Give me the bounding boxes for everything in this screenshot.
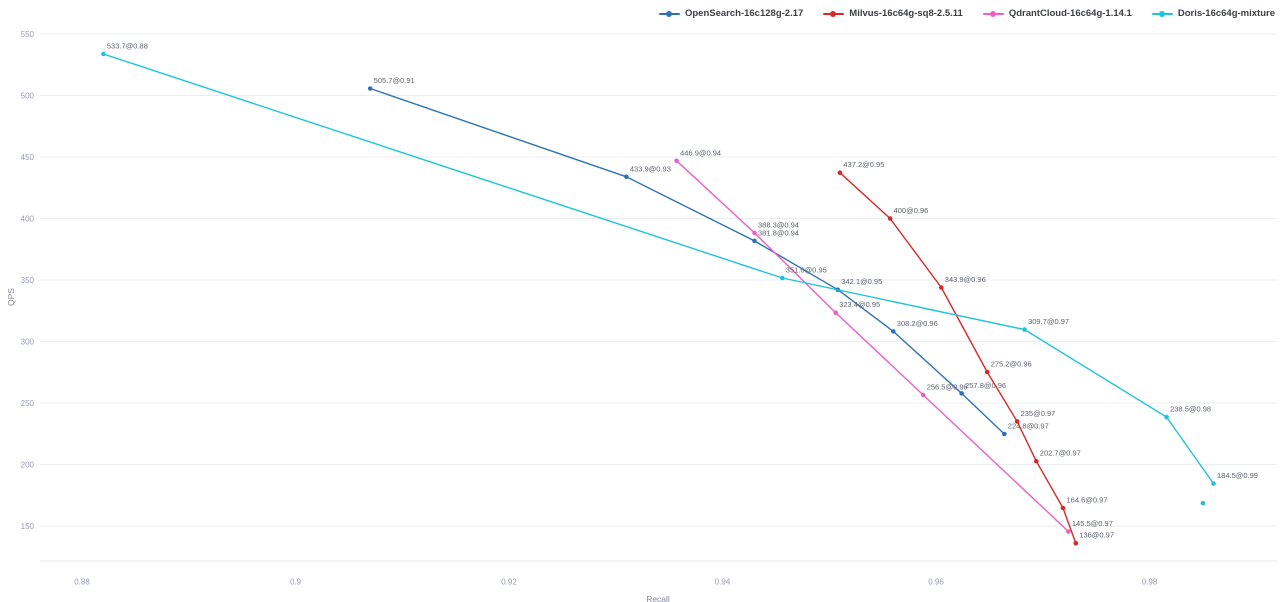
data-point[interactable] xyxy=(1066,529,1071,534)
point-label: 308.2@0.96 xyxy=(897,319,938,328)
x-tick-label: 0.88 xyxy=(74,578,90,587)
point-label: 184.5@0.99 xyxy=(1217,471,1258,480)
point-label: 235@0.97 xyxy=(1021,409,1056,418)
data-point[interactable] xyxy=(101,51,106,57)
data-point-unlabeled[interactable] xyxy=(1200,500,1206,506)
point-label: 136@0.97 xyxy=(1079,531,1114,540)
legend-label: QdrantCloud-16c64g-1.14.1 xyxy=(1008,8,1132,19)
point-label: 381.8@0.94 xyxy=(758,228,799,237)
legend-label: Doris-16c64g-mixture xyxy=(1177,8,1275,19)
y-tick-label: 350 xyxy=(21,276,35,285)
data-point[interactable] xyxy=(1034,458,1039,464)
point-label: 309.7@0.97 xyxy=(1028,317,1069,326)
point-label: 533.7@0.88 xyxy=(107,42,148,51)
point-label: 446.9@0.94 xyxy=(680,148,721,157)
series-line xyxy=(102,53,1215,485)
y-tick-label: 500 xyxy=(21,91,35,100)
x-tick-label: 0.9 xyxy=(290,578,302,587)
legend-item-milvus[interactable]: Milvus-16c64g-sq8-2.5.11 xyxy=(823,8,963,19)
point-label: 145.5@0.97 xyxy=(1072,519,1113,528)
data-point[interactable] xyxy=(752,230,757,236)
data-point[interactable] xyxy=(939,285,944,290)
x-axis-title: Recall xyxy=(646,594,670,602)
legend-label: OpenSearch-16c128g-2.17 xyxy=(684,8,804,19)
legend-item-qdrantcloud[interactable]: QdrantCloud-16c64g-1.14.1 xyxy=(982,8,1132,19)
point-label: 256.5@0.96 xyxy=(927,383,968,392)
y-axis-title: QPS xyxy=(6,288,16,306)
point-label: 433.9@0.93 xyxy=(630,164,671,173)
series-line xyxy=(839,171,1077,544)
point-label: 323.4@0.95 xyxy=(839,300,880,309)
x-tick-label: 0.94 xyxy=(715,578,731,587)
data-point[interactable] xyxy=(624,174,629,180)
data-point[interactable] xyxy=(1014,419,1020,424)
legend-item-doris[interactable]: Doris-16c64g-mixture xyxy=(1151,8,1275,19)
data-point[interactable] xyxy=(674,158,679,164)
legend: OpenSearch-16c128g-2.17 Milvus-16c64g-sq8… xyxy=(658,8,1275,19)
point-label: 238.5@0.98 xyxy=(1170,405,1211,414)
point-label: 342.1@0.95 xyxy=(841,277,882,286)
point-label: 164.6@0.97 xyxy=(1067,496,1108,505)
point-label: 257.8@0.96 xyxy=(965,381,1006,390)
data-point[interactable] xyxy=(1073,540,1079,546)
y-tick-label: 450 xyxy=(21,153,35,162)
x-tick-label: 0.92 xyxy=(501,578,517,587)
x-tick-label: 0.96 xyxy=(928,578,944,587)
data-point[interactable] xyxy=(1211,481,1216,486)
x-tick-label: 0.98 xyxy=(1142,578,1158,587)
data-point[interactable] xyxy=(1002,431,1007,437)
series-line xyxy=(675,160,1070,533)
point-label: 437.2@0.95 xyxy=(843,160,884,169)
point-label: 202.7@0.97 xyxy=(1040,449,1081,458)
data-point[interactable] xyxy=(1164,414,1169,420)
legend-item-opensearch[interactable]: OpenSearch-16c128g-2.17 xyxy=(658,8,804,19)
y-tick-label: 200 xyxy=(21,460,35,469)
y-tick-label: 150 xyxy=(21,522,35,531)
point-label: 275.2@0.96 xyxy=(991,360,1032,369)
legend-marker-icon xyxy=(658,10,680,18)
point-label: 224.8@0.97 xyxy=(1008,422,1049,431)
point-label: 505.7@0.91 xyxy=(374,76,415,85)
legend-label: Milvus-16c64g-sq8-2.5.11 xyxy=(849,8,963,19)
point-label: 388.3@0.94 xyxy=(758,220,799,229)
data-point[interactable] xyxy=(887,216,893,221)
data-point[interactable] xyxy=(891,329,896,334)
data-point[interactable] xyxy=(920,392,926,398)
legend-marker-icon xyxy=(982,10,1004,18)
point-label: 343.9@0.96 xyxy=(945,275,986,284)
data-point[interactable] xyxy=(367,86,373,91)
data-point[interactable] xyxy=(1022,327,1027,332)
legend-marker-icon xyxy=(1151,10,1173,18)
y-tick-label: 550 xyxy=(21,30,35,39)
point-label: 351.6@0.95 xyxy=(786,266,827,275)
y-tick-label: 400 xyxy=(21,214,35,223)
point-label: 400@0.96 xyxy=(894,206,929,215)
y-tick-label: 250 xyxy=(21,399,35,408)
data-point[interactable] xyxy=(833,310,838,316)
data-point[interactable] xyxy=(1060,505,1066,511)
data-point[interactable] xyxy=(780,275,785,281)
y-tick-label: 300 xyxy=(21,337,35,346)
data-point[interactable] xyxy=(984,369,990,375)
data-point[interactable] xyxy=(959,391,964,396)
data-point[interactable] xyxy=(752,238,757,244)
data-point[interactable] xyxy=(837,170,843,175)
legend-marker-icon xyxy=(823,10,845,18)
